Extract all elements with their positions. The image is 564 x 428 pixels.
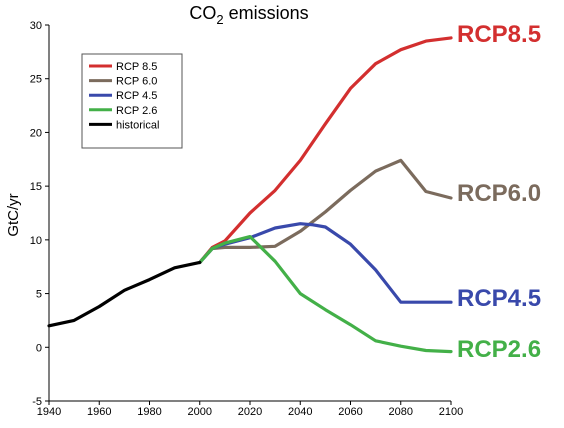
legend-label-rcp-4-5: RCP 4.5 — [116, 90, 157, 102]
legend-box — [81, 53, 183, 149]
y-tick-label: 20 — [30, 127, 42, 139]
x-tick-label: 2000 — [188, 406, 212, 418]
series-line-rcp-4-5 — [198, 222, 453, 304]
end-label-rcp6-0: RCP6.0 — [457, 180, 541, 207]
x-tick-label: 1980 — [137, 406, 161, 418]
end-label-rcp8-5: RCP8.5 — [457, 21, 541, 48]
x-tick-label: 2060 — [338, 406, 362, 418]
end-label-rcp2-6: RCP2.6 — [457, 336, 541, 363]
legend-label-rcp-2-6: RCP 2.6 — [116, 105, 157, 117]
ticks: 1940 1960 1980 2000 2020 2040 2060 2080 2100 -5 0 5… — [30, 20, 463, 418]
x-tick-label: 2080 — [389, 406, 413, 418]
y-tick-label: 15 — [30, 181, 42, 193]
y-tick-label: 30 — [30, 20, 42, 32]
series-line-rcp-8-5 — [198, 36, 453, 264]
series-line-rcp-2-6 — [198, 235, 453, 354]
end-labels: RCP8.5 RCP6.0 RCP4.5 RCP2.6 — [457, 21, 541, 363]
x-tick-label: 1960 — [87, 406, 111, 418]
legend: RCP 8.5 RCP 6.0 RCP 4.5 RCP 2.6 historical — [81, 53, 183, 149]
legend-label-rcp-6-0: RCP 6.0 — [116, 76, 157, 88]
legend-label-rcp-8-5: RCP 8.5 — [116, 61, 157, 73]
series-line-rcp-6-0 — [198, 158, 453, 264]
y-tick-label: 0 — [36, 342, 42, 354]
y-tick-label: 10 — [30, 235, 42, 247]
y-tick-label: 25 — [30, 74, 42, 86]
end-label-rcp4-5: RCP4.5 — [457, 285, 541, 312]
x-tick-label: 1940 — [37, 406, 61, 418]
y-tick-label: -5 — [32, 396, 42, 408]
y-axis-label: GtC/yr — [5, 193, 22, 236]
x-tick-label: 2020 — [238, 406, 262, 418]
series-line-historical — [47, 260, 202, 328]
legend-label-historical: historical — [116, 119, 159, 131]
series-lines — [47, 36, 453, 354]
y-tick-label: 5 — [36, 289, 42, 301]
x-tick-label: 2100 — [439, 406, 463, 418]
chart-title: CO2 emissions — [189, 3, 308, 27]
x-tick-label: 2040 — [288, 406, 312, 418]
